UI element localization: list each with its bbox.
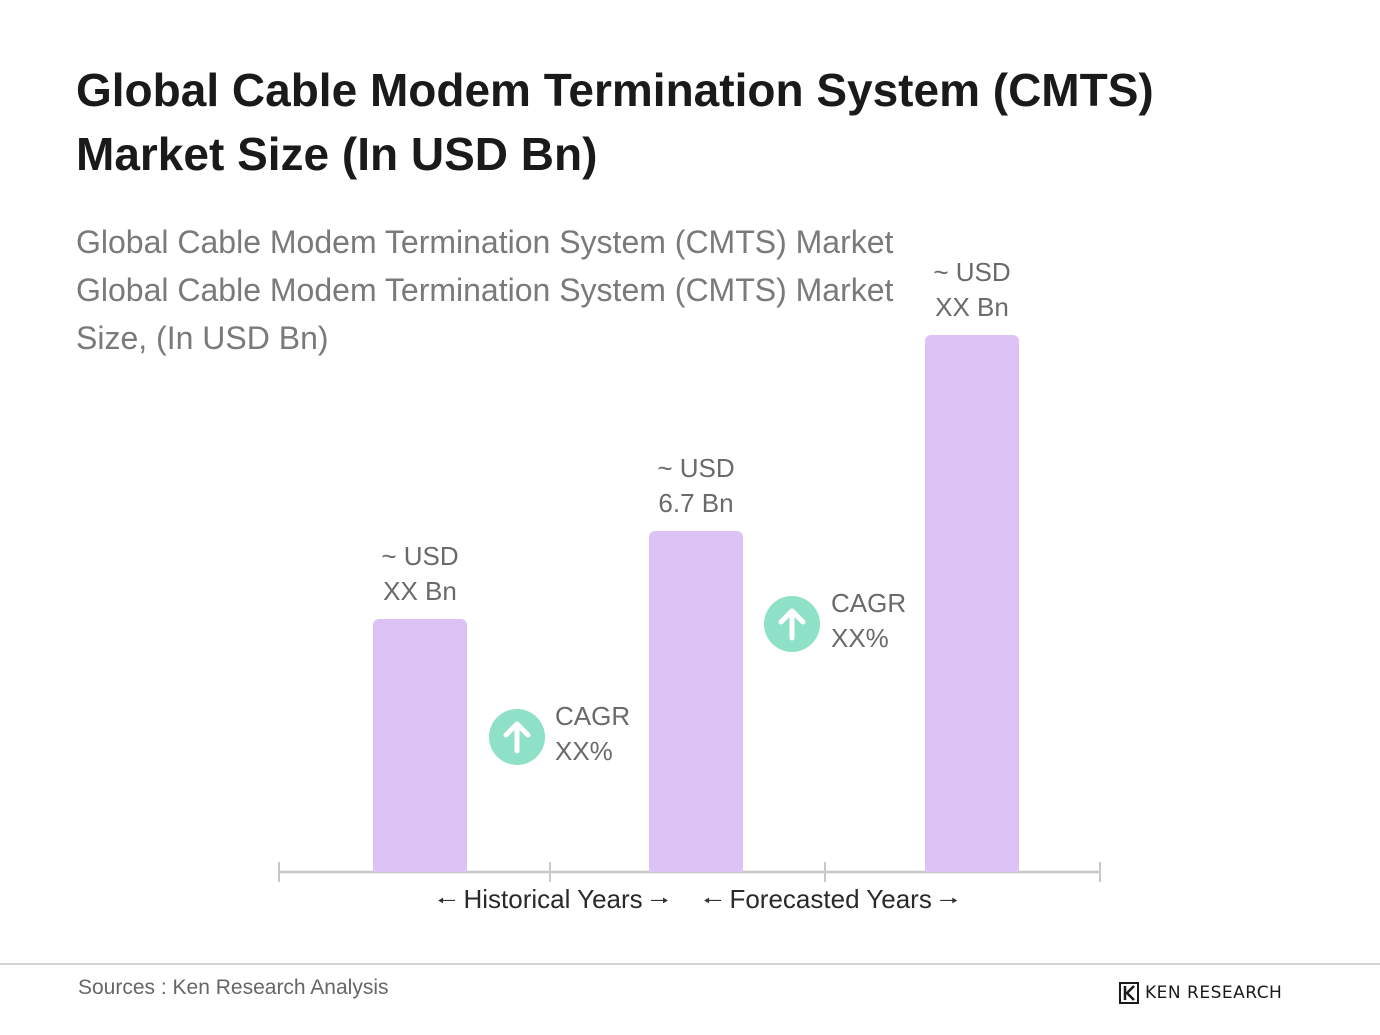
cagr-label: CAGR <box>555 701 631 731</box>
footer-divider <box>0 963 1380 965</box>
subtitle-line-2: Global Cable Modem Termination System (C… <box>76 272 894 308</box>
bar-year-2 <box>649 530 743 872</box>
cagr-text-forecast: CAGR XX% <box>831 586 906 656</box>
bar-year-1 <box>373 619 467 872</box>
page-title: Global Cable Modem Termination System (C… <box>76 64 1154 180</box>
arrow-left-icon: 🠐 <box>437 888 457 913</box>
cagr-label: CAGR <box>831 588 907 618</box>
subtitle-line-1: Global Cable Modem Termination System (C… <box>76 224 894 260</box>
brand-logo: KEN RESEARCH <box>1119 981 1282 1005</box>
cagr-value: XX% <box>555 736 613 766</box>
bar-label-value: 6.7 Bn <box>658 487 734 518</box>
subtitle-line-3: Size, (In USD Bn) <box>76 320 329 356</box>
arrow-up-icon <box>503 721 531 754</box>
period-label: Historical Years <box>463 884 643 914</box>
cagr-badge-forecast <box>764 596 820 652</box>
source-note: Sources : Ken Research Analysis <box>78 976 389 999</box>
ken-research-logo-icon <box>1119 982 1139 1004</box>
period-historical: 🠐 Historical Years 🠒 <box>437 882 669 918</box>
arrow-up-icon <box>778 608 806 641</box>
bar-label-prefix: ~ USD <box>657 452 735 483</box>
period-forecast: 🠐 Forecasted Years 🠒 <box>703 882 958 918</box>
bar-label-value: XX Bn <box>935 292 1009 322</box>
arrow-right-icon: 🠒 <box>649 888 670 913</box>
cagr-text-historical: CAGR XX% <box>555 699 630 769</box>
arrow-left-icon: 🠐 <box>703 888 723 913</box>
cagr-value: XX% <box>831 623 889 653</box>
bar-value-label: ~ USD 6.7 Bn <box>596 451 796 521</box>
period-label: Forecasted Years <box>729 884 932 914</box>
bar-value-label: ~ USD XX Bn <box>320 539 520 609</box>
bar-label-value: XX Bn <box>383 576 457 607</box>
chart-subtitle: Global Cable Modem Termination System (C… <box>76 218 936 362</box>
arrow-right-icon: 🠒 <box>939 888 959 913</box>
cagr-badge-historical <box>489 709 545 765</box>
bar-label-prefix: ~ USD <box>933 257 1011 287</box>
bar-label-prefix: ~ USD <box>381 541 459 572</box>
bar-year-3 <box>925 335 1019 872</box>
brand-name: KEN RESEARCH <box>1145 983 1283 1003</box>
bar-value-label: ~ USD XX Bn <box>872 255 1072 325</box>
